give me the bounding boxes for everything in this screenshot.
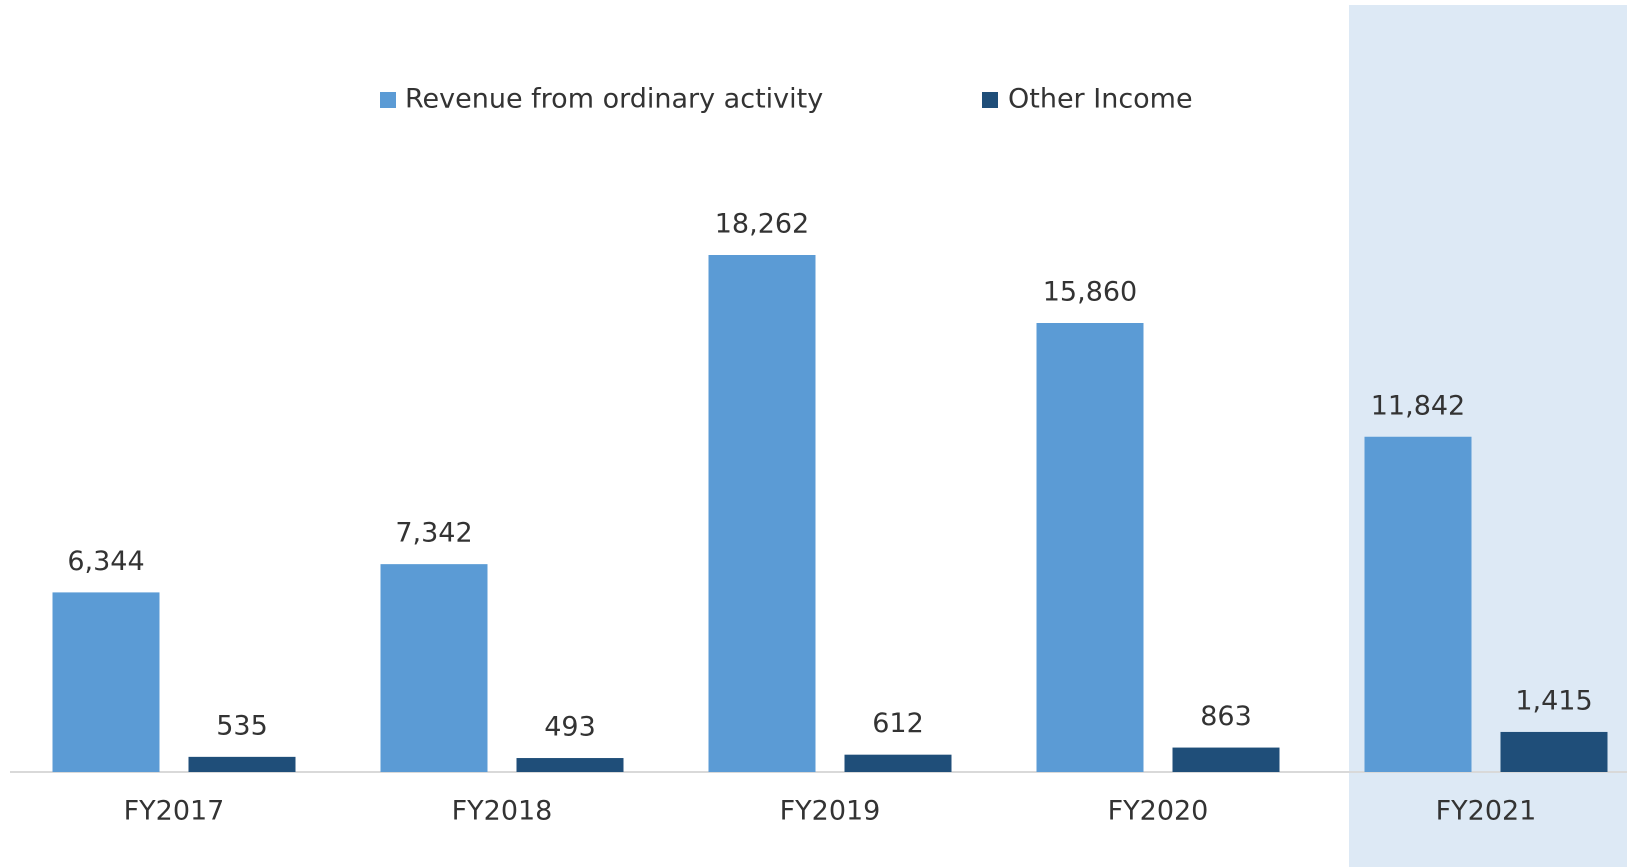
data-label: 1,415 xyxy=(1515,685,1592,716)
bar xyxy=(52,592,160,772)
x-tick-label: FY2020 xyxy=(1108,796,1209,827)
bar xyxy=(188,756,296,772)
legend-swatch xyxy=(380,92,396,108)
bar xyxy=(380,564,488,772)
bar xyxy=(708,255,816,772)
data-label: 863 xyxy=(1200,701,1252,732)
data-label: 18,262 xyxy=(715,209,809,240)
data-label: 612 xyxy=(872,708,924,739)
x-tick-label: FY2018 xyxy=(452,796,553,827)
bar xyxy=(1036,323,1144,772)
legend-swatch xyxy=(982,92,998,108)
data-label: 6,344 xyxy=(67,546,144,577)
legend-label: Other Income xyxy=(1008,84,1193,115)
x-tick-label: FY2017 xyxy=(124,796,225,827)
bar xyxy=(844,754,952,772)
x-tick-label: FY2021 xyxy=(1436,796,1537,827)
data-label: 15,860 xyxy=(1043,277,1137,308)
data-label: 493 xyxy=(544,712,596,743)
x-tick-label: FY2019 xyxy=(780,796,881,827)
data-label: 11,842 xyxy=(1371,390,1465,421)
bar xyxy=(1172,747,1280,772)
bar xyxy=(1364,436,1472,772)
bar xyxy=(516,758,624,772)
data-label: 7,342 xyxy=(395,518,472,549)
legend-label: Revenue from ordinary activity xyxy=(405,84,823,115)
data-label: 535 xyxy=(216,710,268,741)
bar xyxy=(1500,731,1608,772)
